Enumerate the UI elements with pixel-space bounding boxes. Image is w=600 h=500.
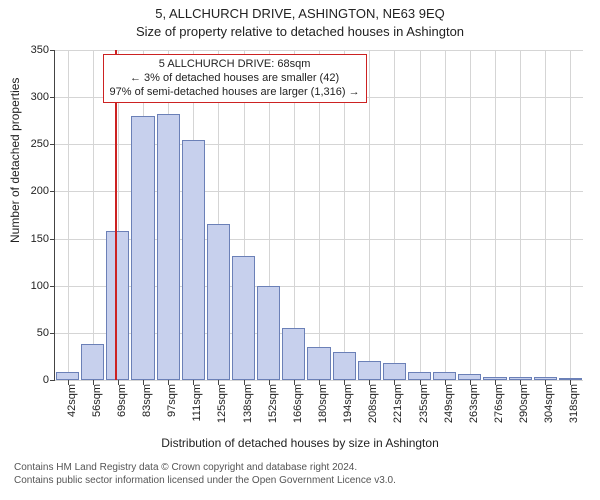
x-tick-label: 180sqm <box>317 384 329 423</box>
histogram-bar <box>282 328 305 380</box>
y-tick-label: 150 <box>31 233 55 245</box>
y-tick-label: 200 <box>31 185 55 197</box>
plot-area: 5 ALLCHURCH DRIVE: 68sqm ← 3% of detache… <box>54 50 583 381</box>
y-tick-label: 300 <box>31 91 55 103</box>
figure-wrap: 5, ALLCHURCH DRIVE, ASHINGTON, NE63 9EQ … <box>0 0 600 500</box>
annotation-line: ← 3% of detached houses are smaller (42) <box>110 72 360 86</box>
x-tick-label: 152sqm <box>267 384 279 423</box>
y-tick-label: 250 <box>31 138 55 150</box>
histogram-bar <box>257 286 280 380</box>
x-tick-label: 208sqm <box>367 384 379 423</box>
histogram-bar <box>131 116 154 380</box>
x-tick-label: 290sqm <box>518 384 530 423</box>
annotation-line: 5 ALLCHURCH DRIVE: 68sqm <box>110 58 360 72</box>
x-tick-label: 97sqm <box>166 384 178 417</box>
footer-line: Contains HM Land Registry data © Crown c… <box>14 462 396 475</box>
annotation-line: 97% of semi-detached houses are larger (… <box>110 86 360 100</box>
histogram-bar <box>157 114 180 380</box>
x-tick-label: 125sqm <box>216 384 228 423</box>
footer-attribution: Contains HM Land Registry data © Crown c… <box>14 462 396 487</box>
histogram-bar <box>433 372 456 380</box>
histogram-bar <box>358 361 381 380</box>
x-tick-label: 276sqm <box>493 384 505 423</box>
histogram-bar <box>307 347 330 380</box>
y-tick-label: 100 <box>31 280 55 292</box>
y-tick-label: 0 <box>43 374 55 386</box>
x-tick-label: 138sqm <box>242 384 254 423</box>
histogram-bar <box>182 140 205 380</box>
y-tick-label: 50 <box>37 327 55 339</box>
x-tick-label: 318sqm <box>568 384 580 423</box>
x-tick-label: 83sqm <box>141 384 153 417</box>
histogram-bar <box>207 224 230 380</box>
x-tick-label: 249sqm <box>443 384 455 423</box>
histogram-bar <box>383 363 406 380</box>
histogram-bar <box>81 344 104 380</box>
x-tick-label: 111sqm <box>191 384 203 422</box>
x-tick-label: 235sqm <box>418 384 430 423</box>
x-tick-label: 42sqm <box>66 384 78 417</box>
x-axis-label: Distribution of detached houses by size … <box>0 436 600 450</box>
histogram-bar <box>232 256 255 380</box>
x-tick-label: 56sqm <box>91 384 103 417</box>
y-axis-label: Number of detached properties <box>8 78 22 243</box>
x-tick-label: 221sqm <box>392 384 404 423</box>
histogram-bar <box>106 231 129 380</box>
histogram-bar <box>56 372 79 380</box>
x-tick-label: 263sqm <box>468 384 480 423</box>
footer-line: Contains public sector information licen… <box>14 475 396 488</box>
x-tick-label: 304sqm <box>543 384 555 423</box>
histogram-bar <box>333 352 356 380</box>
chart-title: 5, ALLCHURCH DRIVE, ASHINGTON, NE63 9EQ <box>0 6 600 21</box>
x-tick-label: 69sqm <box>116 384 128 417</box>
y-tick-label: 350 <box>31 44 55 56</box>
annotation-box: 5 ALLCHURCH DRIVE: 68sqm ← 3% of detache… <box>103 54 367 103</box>
histogram-bar <box>408 372 431 380</box>
x-tick-label: 166sqm <box>292 384 304 423</box>
chart-subtitle: Size of property relative to detached ho… <box>0 24 600 39</box>
x-tick-label: 194sqm <box>342 384 354 423</box>
